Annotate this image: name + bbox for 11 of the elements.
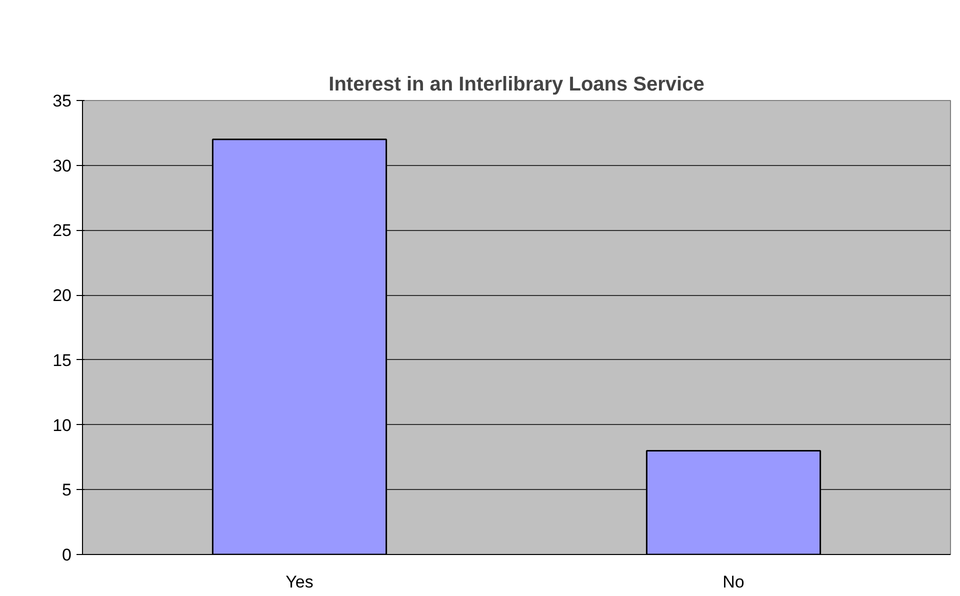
y-tick-label: 30	[52, 156, 72, 176]
y-tick-label: 0	[62, 546, 72, 564]
y-tick-label: 5	[62, 480, 72, 500]
y-tick-label: 10	[52, 416, 72, 435]
chart-title: Interest in an Interlibrary Loans Service	[328, 74, 704, 96]
x-tick-label: No	[722, 572, 744, 592]
y-tick-label: 20	[52, 286, 72, 306]
x-tick-label: Yes	[286, 572, 314, 592]
y-tick-label: 25	[52, 221, 72, 240]
y-tick-label: 15	[52, 350, 72, 370]
y-tick-label: 35	[52, 92, 72, 110]
